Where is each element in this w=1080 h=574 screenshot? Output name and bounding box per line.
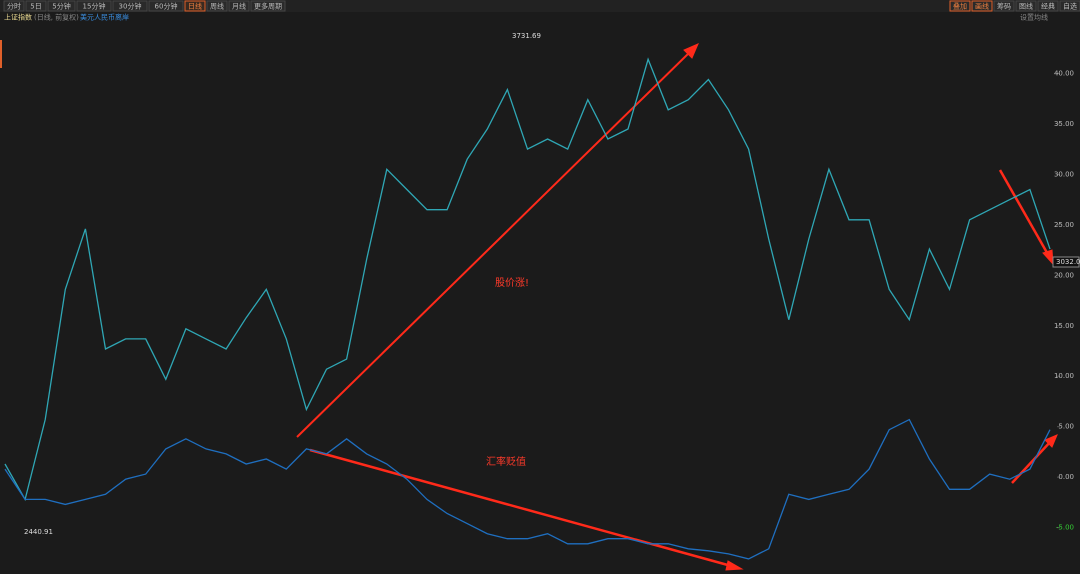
annotation: 3032.00 [1056,258,1080,266]
y-tick-label: 15.00 [1054,322,1074,330]
tool-button[interactable] [1059,0,1080,12]
legend-bar [0,12,1080,23]
mode-label: (日线, 前复权) [34,13,79,22]
y-tick-label: -5.00 [1056,524,1074,532]
period-button[interactable] [25,0,47,12]
period-button[interactable] [250,0,286,12]
period-button[interactable] [76,0,112,12]
arrows [296,43,1058,571]
period-label: 更多周期 [254,2,282,11]
period-label: 5日 [30,3,41,11]
overlay-label: 美元人民币离岸 [80,13,129,22]
tool-label: 经典 [1041,2,1055,11]
period-button[interactable] [228,0,250,12]
period-button[interactable] [148,0,184,12]
period-label: 15分钟 [83,2,106,11]
period-button[interactable] [3,0,25,12]
period-label: 周线 [210,2,224,11]
period-label: 月线 [232,2,246,11]
tool-button[interactable] [971,0,993,12]
period-label: 分时 [7,2,21,11]
price-tag [1052,256,1080,268]
period-label: 60分钟 [155,2,178,11]
main-label: 上证指数 [4,13,32,22]
tool-label: 自选 [1063,2,1077,11]
tool-label: 画线 [975,2,989,11]
period-label: 30分钟 [119,2,142,11]
period-button[interactable] [184,0,206,12]
tool-button[interactable] [1037,0,1059,12]
series-line [4,418,1051,560]
y-tick-label: 10.00 [1054,372,1074,380]
period-label: 5分钟 [52,2,70,11]
period-label: 日线 [188,2,202,11]
y-tick-label: 0.00 [1058,473,1074,481]
tool-label: 筹码 [997,2,1011,11]
y-tick-label: 5.00 [1058,423,1074,431]
tool-label: 叠加 [953,2,967,11]
settings-label: 设置均线 [1020,13,1048,22]
period-button[interactable] [206,0,228,12]
y-tick-label: 25.00 [1054,221,1074,229]
annotation: 汇率贬值 [486,455,526,468]
annotation: 3731.69 [512,32,541,40]
edge-marker [0,40,2,68]
y-tick-label: 40.00 [1054,69,1074,77]
y-tick-label: 30.00 [1054,170,1074,178]
annotation: 股价涨! [495,277,529,289]
tool-button[interactable] [993,0,1015,12]
tool-button[interactable] [1015,0,1037,12]
tool-label: 图线 [1019,2,1033,11]
y-tick-label: 35.00 [1054,120,1074,128]
period-button[interactable] [112,0,148,12]
tool-button[interactable] [949,0,971,12]
period-button[interactable] [47,0,76,12]
series-line [4,57,1051,502]
y-tick-label: 20.00 [1054,271,1074,279]
annotation: 2440.91 [24,528,53,536]
